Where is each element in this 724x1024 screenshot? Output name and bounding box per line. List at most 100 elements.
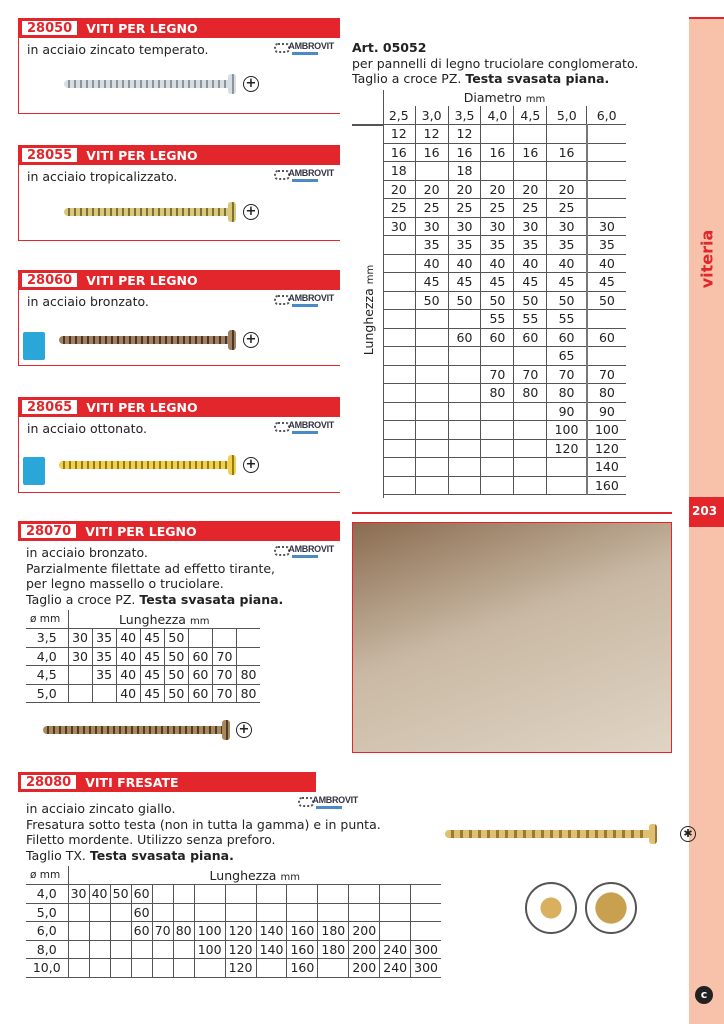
table-cell	[317, 903, 349, 922]
table-cell: 50	[546, 291, 587, 310]
table-cell: 16	[513, 143, 547, 162]
table-cell: 100	[193, 940, 226, 959]
table-cell: 30	[67, 884, 90, 904]
table-cell	[447, 439, 481, 458]
table-cell: 5,0	[546, 106, 587, 125]
length-header: Lunghezza mm	[68, 610, 260, 629]
table-cell	[513, 439, 547, 458]
table-cell	[414, 402, 449, 421]
table-cell: 20	[383, 180, 416, 199]
table-cell: 300	[410, 958, 441, 978]
table-cell	[224, 884, 257, 904]
table-cell: 180	[317, 921, 349, 941]
table-cell: 25	[447, 198, 481, 218]
table-cell	[151, 903, 174, 922]
table-cell: 35	[91, 665, 117, 685]
table-row: 70 70 70 70	[383, 365, 626, 384]
table-cell	[383, 254, 416, 273]
table-cell: 70	[585, 365, 626, 384]
sidebar-lower	[689, 527, 724, 1024]
table-cell: 16	[414, 143, 449, 162]
desc-bold: Testa svasata piana.	[139, 591, 284, 607]
table-cell: 200	[348, 940, 380, 959]
table-cell	[88, 903, 111, 922]
table-cell: 120	[224, 921, 257, 941]
table-row: 6,0 60 70 80 100 120 140 160 180 200	[26, 921, 441, 941]
table-cell: 60	[513, 328, 547, 347]
table-cell	[410, 884, 441, 904]
table-cell	[383, 272, 416, 292]
table-cell	[348, 903, 380, 922]
table-cell	[447, 402, 481, 421]
table-cell: 35	[585, 235, 626, 255]
desc-line: Parzialmente filettate ad effetto tirant…	[26, 560, 276, 576]
table-cell	[383, 291, 416, 310]
table-cell: 20	[513, 180, 547, 199]
table-cell: 35	[546, 235, 587, 255]
table-cell	[187, 628, 213, 648]
table-cell	[414, 328, 449, 347]
table-cell: 50	[163, 628, 189, 648]
table-cell: 20	[546, 180, 587, 199]
table-cell	[193, 903, 226, 922]
table-cell: 20	[414, 180, 449, 199]
table-cell: 50	[109, 884, 132, 904]
table-cell: 70	[211, 665, 237, 685]
table-cell: 5,0	[26, 684, 68, 703]
table-cell	[236, 628, 260, 648]
table-cell: 50	[414, 291, 449, 310]
table-cell: 4,0	[480, 106, 514, 125]
table-row: 35 35 35 35 35 35	[383, 235, 626, 255]
product-title: VITI FRESATE	[85, 774, 179, 790]
table-cell: 60	[187, 684, 213, 703]
table-cell: 40	[513, 254, 547, 273]
product-photo	[352, 522, 672, 753]
table-cell: 50	[447, 291, 481, 310]
table-cell	[193, 884, 226, 904]
table-cell	[513, 457, 547, 477]
table-cell: 50	[585, 291, 626, 310]
product-title: VITI PER LEGNO	[86, 20, 198, 36]
table-cell	[546, 124, 587, 144]
pz-head-icon: +	[243, 332, 259, 348]
table-cell	[109, 921, 132, 941]
table-cell: 40	[115, 647, 141, 666]
table-cell: 40	[88, 884, 111, 904]
brand-logo: AMBROVIT	[272, 168, 334, 188]
table-cell	[414, 457, 449, 477]
table-cell: 45	[139, 628, 165, 648]
table-cell: 160	[286, 940, 318, 959]
table-row: 100 100	[383, 420, 626, 440]
table-cell	[585, 180, 626, 199]
table-cell	[414, 439, 449, 458]
table-cell: 160	[585, 476, 626, 495]
table-cell: 90	[546, 402, 587, 421]
table-cell: 200	[348, 958, 380, 978]
table-cell: 60	[546, 328, 587, 347]
table-cell	[513, 161, 547, 181]
table-cell: 25	[480, 198, 514, 218]
table-cell	[383, 383, 416, 403]
desc-line: per legno massello o truciolare.	[26, 576, 224, 591]
table-cell	[480, 420, 514, 440]
table-cell	[67, 665, 93, 685]
section-tab: viteria	[689, 17, 724, 497]
table-cell: 200	[348, 921, 380, 941]
table-row: 4,0 30 40 50 60	[26, 884, 441, 904]
table-cell	[383, 346, 416, 366]
table-cell	[480, 439, 514, 458]
table-cell	[383, 309, 416, 329]
table-cell	[255, 903, 287, 922]
table-cell: 35	[414, 235, 449, 255]
table-cell: 45	[139, 684, 165, 703]
table-row: 40 40 40 40 40 40	[383, 254, 626, 273]
table-cell: 45	[513, 272, 547, 292]
table-cell: 35	[447, 235, 481, 255]
table-cell	[193, 958, 226, 978]
table-row: 5,0 60	[26, 903, 441, 922]
brand-logo: AMBROVIT	[272, 420, 334, 440]
length-header: Lunghezza mm	[361, 264, 376, 356]
desc-line: in acciaio zincato giallo.	[26, 801, 176, 816]
brand-logo: AMBROVIT	[272, 293, 334, 313]
table-cell	[383, 328, 416, 347]
